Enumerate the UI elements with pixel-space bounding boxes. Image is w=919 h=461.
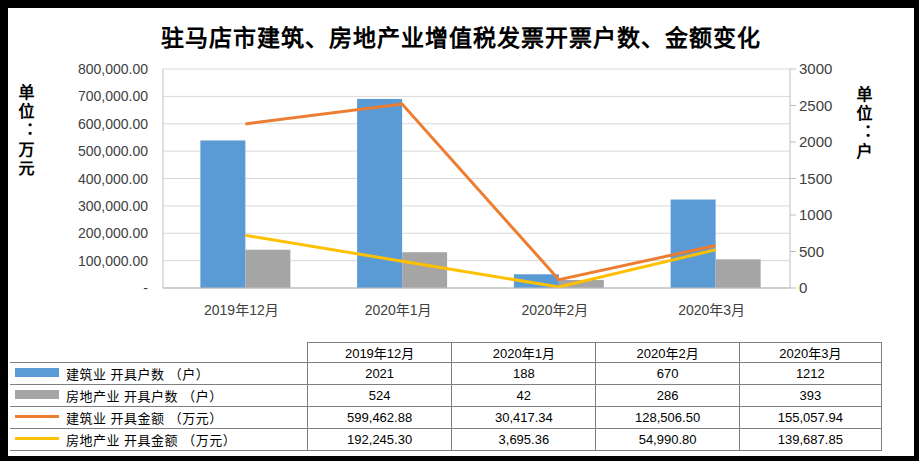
table-cell: 599,462.88	[308, 407, 452, 429]
svg-text:1000: 1000	[799, 206, 832, 223]
table-cell: 42	[452, 385, 596, 407]
series-label: 建筑业 开具金额 （万元）	[66, 411, 223, 426]
svg-text:2020年2月: 2020年2月	[521, 302, 588, 318]
svg-text:2019年12月: 2019年12月	[204, 302, 279, 318]
svg-text:800,000.00: 800,000.00	[78, 61, 148, 77]
table-header-row: 2019年12月 2020年1月 2020年2月 2020年3月	[10, 343, 882, 363]
series-label: 房地产业 开具户数 （户）	[66, 389, 223, 404]
line-series-construction-amount	[245, 104, 715, 280]
orange-line-swatch-icon	[15, 415, 59, 418]
svg-text:700,000.00: 700,000.00	[78, 88, 148, 104]
svg-text:2500: 2500	[799, 97, 832, 114]
right-axis-tick-labels: 3000 2500 2000 1500 1000 500 0	[799, 60, 832, 296]
svg-text:300,000.00: 300,000.00	[78, 198, 148, 214]
svg-text:2020年1月: 2020年1月	[365, 302, 432, 318]
left-axis-tick-labels: 800,000.00 700,000.00 600,000.00 500,000.00…	[78, 61, 148, 296]
svg-text:500: 500	[799, 243, 824, 260]
table-cell: 286	[596, 385, 739, 407]
table-cell: 192,245.30	[308, 429, 452, 451]
table-cell: 2021	[308, 363, 452, 385]
table-row: 建筑业 开具金额 （万元） 599,462.88 30,417.34 128,5…	[10, 407, 882, 429]
column-header: 2020年1月	[452, 343, 596, 363]
svg-text:0: 0	[799, 279, 807, 296]
table-cell: 139,687.85	[739, 429, 881, 451]
chart-sheet: 驻马店市建筑、房地产业增值税发票开票户数、金额变化 单位：万元 单位：户 800…	[8, 8, 914, 456]
svg-text:3000: 3000	[799, 60, 832, 77]
table-cell: 128,506.50	[596, 407, 739, 429]
svg-text:400,000.00: 400,000.00	[78, 171, 148, 187]
svg-text:200,000.00: 200,000.00	[78, 225, 148, 241]
legend-cell: 房地产业 开具户数 （户）	[10, 385, 308, 407]
table-cell: 3,695.36	[452, 429, 596, 451]
table-row: 房地产业 开具金额 （万元） 192,245.30 3,695.36 54,99…	[10, 429, 882, 451]
table-row: 建筑业 开具户数 （户） 2021 188 670 1212	[10, 363, 882, 385]
table-cell: 30,417.34	[452, 407, 596, 429]
series-label: 房地产业 开具金额 （万元）	[66, 433, 236, 448]
table-cell: 524	[308, 385, 452, 407]
table-row: 房地产业 开具户数 （户） 524 42 286 393	[10, 385, 882, 407]
table-cell: 670	[596, 363, 739, 385]
svg-text:2020年3月: 2020年3月	[678, 302, 745, 318]
series-label: 建筑业 开具户数 （户）	[66, 367, 209, 382]
table-cell: 1212	[739, 363, 881, 385]
table-cell: 393	[739, 385, 881, 407]
svg-text:600,000.00: 600,000.00	[78, 116, 148, 132]
svg-text:1500: 1500	[799, 170, 832, 187]
table-cell: 188	[452, 363, 596, 385]
svg-text:2000: 2000	[799, 133, 832, 150]
legend-cell: 建筑业 开具金额 （万元）	[10, 407, 308, 429]
svg-text:100,000.00: 100,000.00	[78, 253, 148, 269]
combo-chart-plot: 800,000.00 700,000.00 600,000.00 500,000.00…	[8, 8, 914, 342]
svg-text:-: -	[143, 280, 148, 296]
column-header: 2020年2月	[596, 343, 739, 363]
yellow-line-swatch-icon	[15, 437, 59, 440]
table-corner-cell	[10, 343, 308, 363]
data-table: 2019年12月 2020年1月 2020年2月 2020年3月 建筑业 开具户…	[10, 342, 882, 451]
blue-bar-swatch-icon	[15, 368, 59, 377]
column-header: 2019年12月	[308, 343, 452, 363]
gray-bar-swatch-icon	[15, 390, 59, 399]
table-cell: 155,057.94	[739, 407, 881, 429]
table-cell: 54,990.80	[596, 429, 739, 451]
legend-cell: 建筑业 开具户数 （户）	[10, 363, 308, 385]
legend-cell: 房地产业 开具金额 （万元）	[10, 429, 308, 451]
column-header: 2020年3月	[739, 343, 881, 363]
x-axis-category-labels: 2019年12月 2020年1月 2020年2月 2020年3月	[204, 302, 745, 318]
svg-text:500,000.00: 500,000.00	[78, 143, 148, 159]
